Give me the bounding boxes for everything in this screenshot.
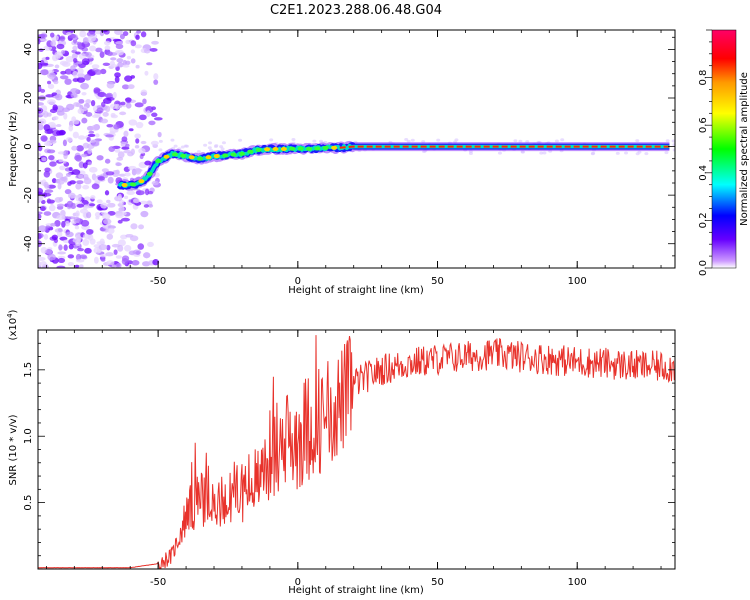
trace-halo [115, 140, 673, 191]
spectrogram-frame [37, 29, 676, 269]
trace-hotspot [297, 146, 304, 151]
trace-hotspot [322, 145, 329, 150]
y-tick-label: 1.0 [23, 428, 34, 444]
trace-hotspot [222, 153, 229, 158]
colorbar-tick-label: 0.6 [698, 117, 709, 133]
colorbar-label: Normalized spectral amplitude [739, 72, 750, 226]
y-tick-label: 20 [23, 92, 34, 105]
y-tick-label: -20 [23, 187, 34, 203]
snr-panel: -50 0 50 100 0.5 1.0 1.5 Height of straight l… [6, 309, 676, 596]
y-tick-label: 0.5 [23, 495, 34, 511]
snr-series-line [38, 335, 675, 569]
chart-title: C2E1.2023.288.06.48.G04 [270, 3, 442, 18]
trace-hotspot [163, 154, 170, 159]
colorbar: 0.0 0.2 0.4 0.6 0.8 Normalized spectral ampl… [698, 29, 750, 276]
trace-hotspot [213, 154, 220, 159]
x-tick-label: 50 [431, 276, 444, 287]
spectrogram-plot-area [38, 30, 675, 268]
trace-hotspot [247, 149, 254, 154]
colorbar-gradient [711, 29, 737, 269]
trace-core [339, 145, 670, 149]
colorbar-tick-label: 0.8 [698, 70, 709, 86]
trace-hotspot [238, 151, 245, 156]
y-tick-label: 1.5 [23, 362, 34, 378]
snr-multiplier: (x104) [6, 309, 19, 340]
trace-hotspot [155, 159, 162, 164]
trace-hotspot [331, 145, 338, 150]
trace-hotspot [138, 179, 145, 184]
trace-hotspot [205, 155, 212, 160]
trace-hotspot [146, 171, 153, 176]
spectrogram-x-ticks: -50 0 50 100 [45, 30, 662, 287]
trace-hotspot [197, 156, 204, 161]
trace-hotspot [129, 182, 136, 187]
trace-hotspot [121, 183, 128, 188]
x-tick-label: -50 [150, 577, 166, 588]
trace-hotspot [289, 146, 296, 151]
trace-hotspot [264, 147, 271, 152]
y-tick-label: -40 [23, 236, 34, 252]
trace-hotspot [314, 146, 321, 151]
spectrogram-y-ticks: -40 -20 0 20 40 [23, 36, 675, 269]
x-tick-label: 100 [568, 577, 587, 588]
trace-hotspot [272, 147, 279, 151]
snr-y-ticks: 0.5 1.0 1.5 [23, 342, 675, 557]
x-tick-label: 100 [568, 276, 587, 287]
trace-hotspot [280, 147, 287, 151]
snr-y-axis-label: SNR (10 * v/v) [8, 414, 19, 485]
colorbar-ticks: 0.0 0.2 0.4 0.6 0.8 [698, 29, 712, 276]
colorbar-tick-label: 0.4 [698, 165, 709, 181]
spectrogram-x-axis-label: Height of straight line (km) [288, 285, 424, 296]
trace-hotspot [230, 152, 237, 157]
colorbar-tick-label: 0.0 [698, 260, 709, 276]
trace-hotspot [306, 146, 313, 151]
x-tick-label: 0 [295, 276, 301, 287]
spectrogram-signal-trace [115, 140, 673, 191]
spectrogram-y-axis-label: Frequency (Hz) [8, 111, 19, 187]
trace-outer [116, 142, 671, 190]
y-tick-label: 0 [23, 143, 34, 149]
trace-hotspot [180, 153, 187, 158]
spectrogram-panel: -50 0 50 100 -40 -20 0 20 40 Height of straight… [8, 29, 676, 296]
x-tick-label: 0 [295, 577, 301, 588]
y-tick-label: 40 [23, 43, 34, 56]
snr-x-ticks: -50 0 50 100 [45, 330, 662, 588]
snr-x-axis-label: Height of straight line (km) [288, 585, 424, 596]
colorbar-tick-label: 0.2 [698, 212, 709, 228]
x-tick-label: -50 [150, 276, 166, 287]
trace-hotspot [188, 155, 195, 160]
trace-mid [117, 143, 670, 189]
trace-hotspot [255, 147, 262, 152]
x-tick-label: 50 [431, 577, 444, 588]
trace-hotspot [171, 152, 178, 157]
